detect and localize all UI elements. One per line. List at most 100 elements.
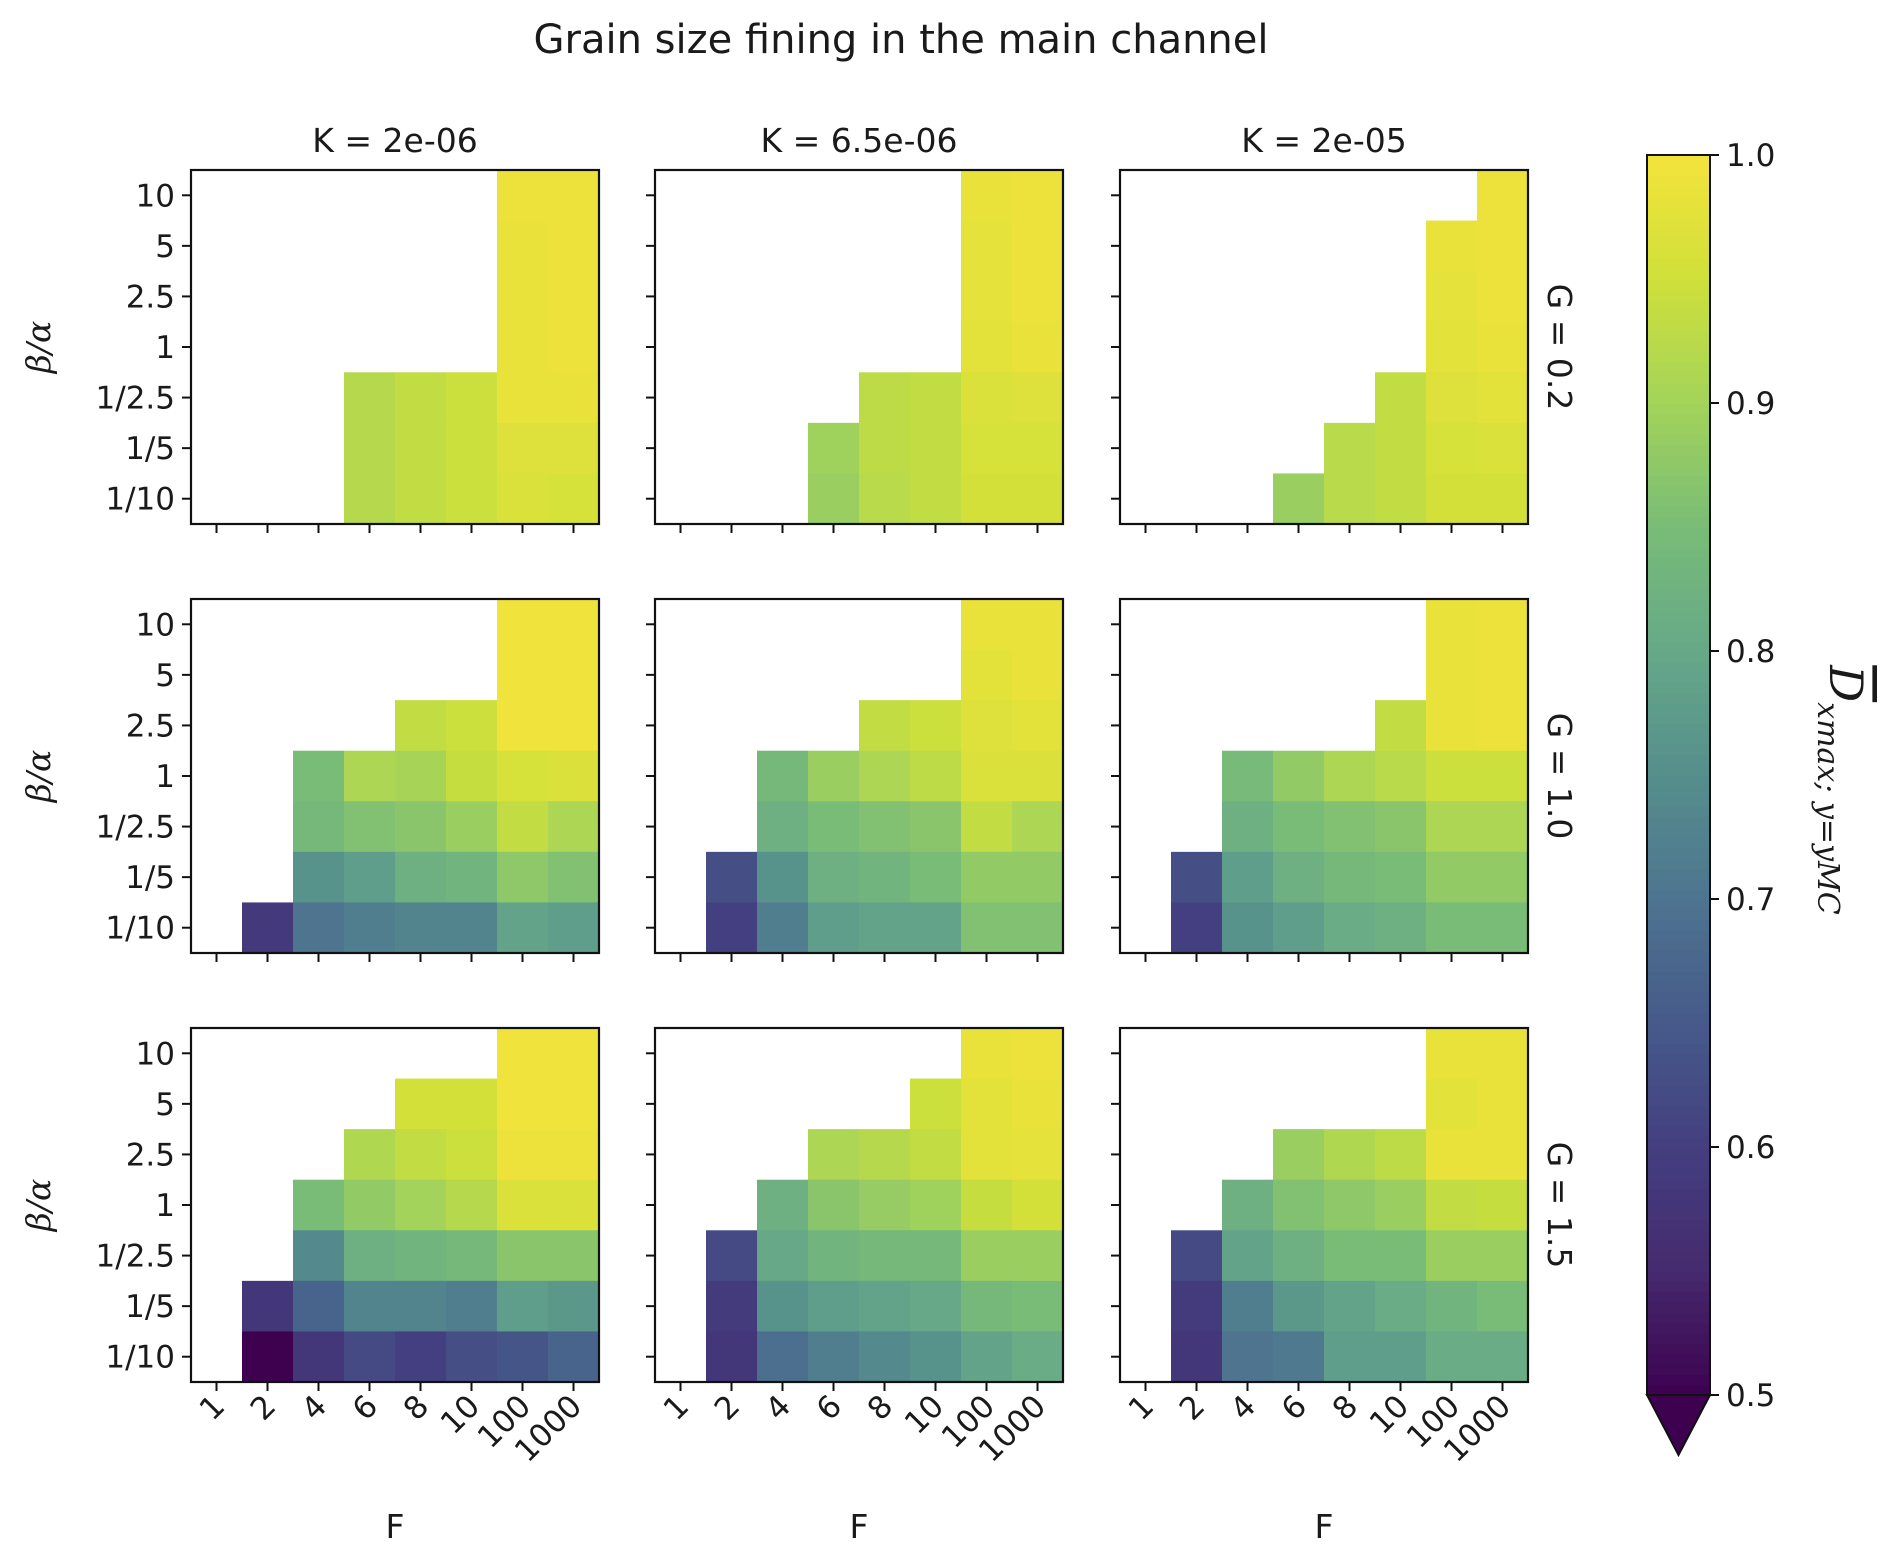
heatmap-cell [757, 1230, 809, 1282]
colorbar-segment [1647, 1126, 1710, 1138]
panel-K2e-06-G0.2: 10 5 2.5 1 1/2.5 1/5 1/10 K = 2e-06 β/α [19, 121, 601, 533]
x-tick-label: 2 [708, 1388, 747, 1427]
heatmap-cell [1171, 1331, 1223, 1383]
colorbar-segment [1647, 847, 1710, 859]
heatmap-cell [344, 902, 396, 954]
heatmap-cell [548, 1078, 600, 1130]
colorbar-segment [1647, 186, 1710, 198]
y-tick-label: 10 [136, 178, 175, 214]
heatmap-cell [395, 700, 447, 752]
colorbar-segment [1647, 1364, 1710, 1376]
heatmap-cell [548, 1331, 600, 1383]
colorbar-segment [1647, 1240, 1710, 1252]
heatmap-cell [1012, 750, 1064, 802]
colorbar-segment [1647, 723, 1710, 735]
heatmap-cell [497, 1331, 549, 1383]
heatmap-cell [1273, 902, 1325, 954]
heatmap-cell [910, 1331, 962, 1383]
heatmap-cell [548, 851, 600, 904]
colorbar-tick-label: 0.9 [1726, 386, 1775, 422]
heatmap-cell [446, 1230, 498, 1282]
colorbar-segment [1647, 268, 1710, 280]
heatmap-cell [1426, 1230, 1478, 1282]
heatmap-cell [395, 750, 447, 802]
heatmap-cell [1324, 473, 1376, 525]
heatmap-cell [548, 1129, 600, 1181]
heatmap-cell [1375, 851, 1427, 904]
x-tick-label: 2 [244, 1388, 283, 1427]
colorbar-segment [1647, 434, 1710, 446]
x-tick-label: 6 [346, 1388, 385, 1427]
heatmap-cell [548, 372, 600, 424]
heatmap-cell [1324, 1179, 1376, 1231]
heatmap-cell [395, 1230, 447, 1282]
heatmap-cell [859, 372, 911, 424]
heatmap-cell [497, 1028, 549, 1080]
heatmap-cell [395, 473, 447, 525]
colorbar-segment [1647, 475, 1710, 487]
colorbar-frame [1646, 154, 1711, 1396]
y-tick-label: 1 [155, 330, 175, 366]
colorbar-segment [1647, 1198, 1710, 1210]
heatmap-cell [1012, 1331, 1064, 1383]
colorbar-segment [1647, 1043, 1710, 1055]
x-tick-label: 6 [810, 1388, 849, 1427]
colorbar-segment [1647, 1136, 1710, 1148]
heatmap-cell [1222, 902, 1274, 954]
heatmap-cell [1171, 851, 1223, 904]
heatmap-cell [961, 321, 1013, 373]
heatmap-cell [961, 372, 1013, 424]
colorbar-segment [1647, 372, 1710, 384]
heatmap-cell [446, 851, 498, 904]
colorbar-segment [1647, 403, 1710, 415]
heatmap-cell [961, 1280, 1013, 1333]
heatmap-cell [1273, 1280, 1325, 1333]
heatmap-cell [446, 801, 498, 853]
heatmap-cell [344, 473, 396, 525]
colorbar-segment [1647, 661, 1710, 673]
colorbar-segment [1647, 351, 1710, 363]
colorbar-segment [1647, 196, 1710, 208]
colorbar-segment [1647, 527, 1710, 539]
heatmap-cell [1012, 473, 1064, 525]
heatmap-cell [344, 1129, 396, 1181]
colorbar-segment [1647, 506, 1710, 518]
colorbar-segment [1647, 1333, 1710, 1345]
heatmap-cell [497, 1230, 549, 1282]
heatmap-cell [446, 750, 498, 802]
heatmap-cell [961, 271, 1013, 323]
heatmap-cell [757, 1179, 809, 1231]
heatmap-cell [859, 1230, 911, 1282]
colorbar-segment [1647, 1157, 1710, 1169]
heatmap-cell [1477, 902, 1529, 954]
heatmap-cell [344, 1179, 396, 1231]
heatmap-cell [497, 170, 549, 222]
heatmap-cell [1324, 1280, 1376, 1333]
heatmap-cell [1324, 1331, 1376, 1383]
heatmap-cell [1222, 1179, 1274, 1231]
y-tick-label: 1/2.5 [96, 810, 175, 846]
heatmap-cell [1012, 1129, 1064, 1181]
heatmap-cell [910, 372, 962, 424]
colorbar-label: Dxmax; y=yMC [1810, 664, 1873, 914]
heatmap-cell [344, 750, 396, 802]
heatmap-cell [293, 851, 345, 904]
heatmap-cell [1477, 372, 1529, 424]
colorbar-segment [1647, 671, 1710, 683]
heatmap-cell [1375, 902, 1427, 954]
colorbar-segment [1647, 361, 1710, 373]
heatmap-cell [548, 750, 600, 802]
colorbar-segment [1647, 454, 1710, 466]
colorbar-segment [1647, 1054, 1710, 1066]
heatmap-cell [1426, 700, 1478, 752]
colorbar-segment [1647, 826, 1710, 838]
colorbar-segment [1647, 1250, 1710, 1262]
heatmap-cell [1426, 649, 1478, 701]
y-tick-label: 1 [155, 1188, 175, 1224]
colorbar-segment [1647, 258, 1710, 270]
heatmap-cell [706, 1280, 758, 1333]
heatmap-cell [446, 1129, 498, 1181]
colorbar-segment [1647, 609, 1710, 621]
heatmap-cell [548, 271, 600, 323]
colorbar-segment [1647, 537, 1710, 549]
